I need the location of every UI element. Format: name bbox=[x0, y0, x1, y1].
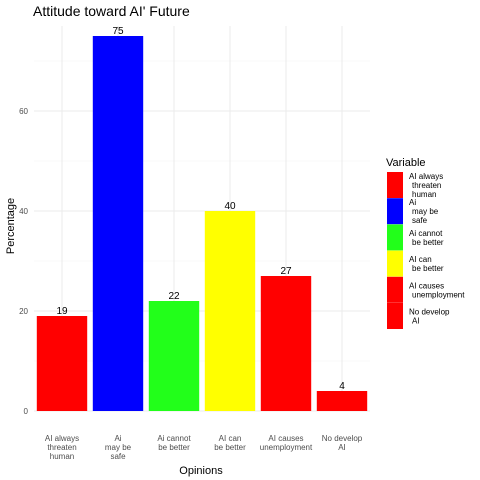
x-axis-title: Opinions bbox=[179, 465, 223, 477]
bar bbox=[92, 36, 144, 411]
bar bbox=[260, 276, 312, 411]
y-tick-label: 40 bbox=[19, 207, 28, 216]
x-tick-label: Ai cannot be better bbox=[157, 434, 191, 452]
legend-key bbox=[387, 250, 403, 277]
x-tick-label: AI causes unemployment bbox=[260, 434, 313, 452]
legend-label: Ai may be safe bbox=[409, 198, 439, 225]
legend-key bbox=[387, 172, 403, 198]
x-tick-label: AI always threaten human bbox=[45, 434, 79, 461]
x-axis-ticks: AI always threaten human Ai may be safe Ai can… bbox=[45, 434, 363, 461]
y-axis-ticks: 0 20 40 60 bbox=[19, 107, 28, 416]
bar bbox=[36, 316, 88, 411]
legend-label: AI causes unemployment bbox=[409, 281, 465, 299]
data-label: 40 bbox=[224, 201, 236, 212]
value-labels: 19 75 22 40 27 4 bbox=[56, 26, 345, 392]
bar bbox=[316, 391, 368, 411]
legend-key bbox=[387, 224, 403, 251]
data-label: 4 bbox=[339, 381, 345, 392]
legend-key bbox=[387, 198, 403, 225]
bar bbox=[148, 301, 200, 411]
data-label: 27 bbox=[280, 266, 292, 277]
legend-label: Ai cannot be better bbox=[409, 229, 444, 247]
y-tick-label: 0 bbox=[24, 407, 29, 416]
x-tick-label: AI can be better bbox=[214, 434, 246, 452]
x-tick-label: Ai may be safe bbox=[105, 434, 132, 461]
legend-title: Variable bbox=[386, 157, 426, 169]
bar bbox=[204, 211, 256, 411]
legend-label: No develop AI bbox=[409, 308, 450, 326]
y-tick-label: 60 bbox=[19, 107, 28, 116]
data-label: 22 bbox=[168, 291, 180, 302]
chart-title: Attitude toward AI' Future bbox=[33, 3, 190, 19]
legend-label: AI always threaten human bbox=[409, 172, 443, 199]
legend-label: AI can be better bbox=[409, 255, 444, 273]
legend-key bbox=[387, 276, 403, 303]
y-tick-label: 20 bbox=[19, 307, 28, 316]
x-tick-label: No develop AI bbox=[322, 434, 363, 452]
bars bbox=[36, 36, 368, 411]
data-label: 75 bbox=[112, 26, 124, 37]
legend-key bbox=[387, 303, 403, 329]
data-label: 19 bbox=[56, 306, 68, 317]
y-axis-title: Percentage bbox=[5, 198, 17, 254]
